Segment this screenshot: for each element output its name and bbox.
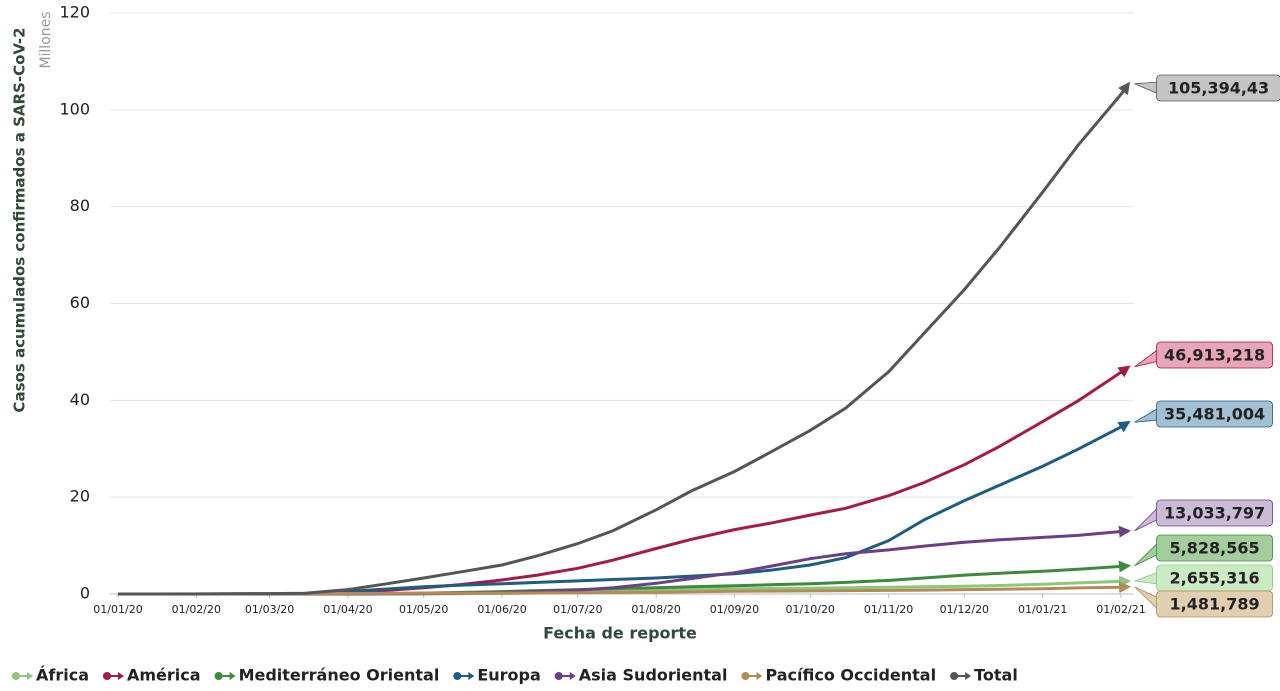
y-axis-title: Casos acumulados confirmados a SARS-CoV-…	[11, 27, 29, 412]
y-tick-label: 40	[70, 390, 90, 409]
x-tick-label: 01/09/20	[710, 603, 759, 616]
callout-pointer	[1134, 407, 1159, 423]
legend-swatch-arrow	[118, 672, 124, 680]
value-label: 35,481,004	[1164, 405, 1265, 424]
x-tick-label: 01/07/20	[553, 603, 602, 616]
value-label: 5,828,565	[1170, 539, 1260, 558]
callout-box	[1156, 534, 1273, 562]
legend-label: Europa	[477, 666, 540, 685]
legend-label: Asia Sudoriental	[579, 666, 728, 685]
y-tick-label: 0	[80, 584, 90, 603]
legend-label: América	[127, 666, 201, 685]
callout-pointer	[1134, 541, 1159, 567]
callout-box	[1156, 341, 1273, 369]
x-tick-label: 01/02/21	[1096, 603, 1145, 616]
legend-swatch	[741, 672, 750, 680]
value-label: 105,394,43	[1168, 79, 1269, 98]
y-axis-unit: Millones	[38, 11, 54, 68]
callout-pointer	[1134, 506, 1159, 532]
legend-swatch	[950, 672, 959, 680]
x-tick-label: 01/04/20	[323, 603, 372, 616]
x-tick-label: 01/06/20	[477, 603, 526, 616]
x-tick-label: 01/08/20	[631, 603, 680, 616]
callout-pointer	[1134, 348, 1159, 368]
y-tick-label: 120	[59, 3, 90, 22]
x-tick-label: 01/12/20	[940, 603, 989, 616]
legend-swatch	[554, 672, 563, 680]
series-line	[118, 365, 1131, 596]
legend-swatch	[453, 672, 462, 680]
legend-label: Pacífico Occidental	[765, 666, 936, 685]
value-label: 2,655,316	[1170, 569, 1260, 588]
callout-box	[1156, 400, 1273, 428]
x-tick-label: 01/01/21	[1018, 603, 1067, 616]
value-label: 46,913,218	[1164, 346, 1265, 365]
x-tick-label: 01/02/20	[172, 603, 221, 616]
value-label: 1,481,789	[1170, 595, 1260, 614]
legend-label: África	[36, 666, 89, 685]
callout-box	[1156, 590, 1273, 618]
legend-swatch-arrow	[229, 672, 236, 680]
y-tick-label: 60	[70, 293, 90, 312]
legend-label: Mediterráneo Oriental	[239, 666, 440, 685]
x-tick-label: 01/10/20	[786, 603, 835, 616]
legend-swatch-arrow	[569, 672, 576, 680]
callout-pointer	[1134, 571, 1159, 585]
y-tick-label: 80	[70, 196, 90, 215]
legend-swatch-arrow	[965, 672, 972, 680]
legend-swatch-arrow	[468, 672, 475, 680]
legend-swatch	[214, 672, 223, 680]
legend-label: Total	[974, 666, 1018, 685]
y-tick-label: 20	[70, 487, 90, 506]
x-axis-title: Fecha de reporte	[543, 624, 697, 643]
series-line	[118, 420, 1131, 596]
callout-box	[1156, 499, 1273, 527]
callout-box	[1156, 74, 1280, 102]
x-tick-label: 01/05/20	[399, 603, 448, 616]
x-tick-label: 01/03/20	[245, 603, 294, 616]
value-label: 13,033,797	[1164, 504, 1265, 523]
series-line	[118, 81, 1130, 596]
callout-pointer	[1134, 81, 1159, 95]
legend-swatch	[103, 672, 111, 680]
legend-swatch-arrow	[27, 672, 33, 680]
x-tick-label: 01/11/20	[864, 603, 913, 616]
y-tick-label: 100	[59, 99, 90, 118]
legend-swatch-arrow	[756, 672, 763, 680]
legend-swatch	[12, 672, 20, 680]
x-tick-label: 01/01/20	[93, 603, 142, 616]
